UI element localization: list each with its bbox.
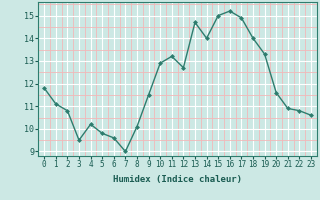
X-axis label: Humidex (Indice chaleur): Humidex (Indice chaleur) (113, 175, 242, 184)
